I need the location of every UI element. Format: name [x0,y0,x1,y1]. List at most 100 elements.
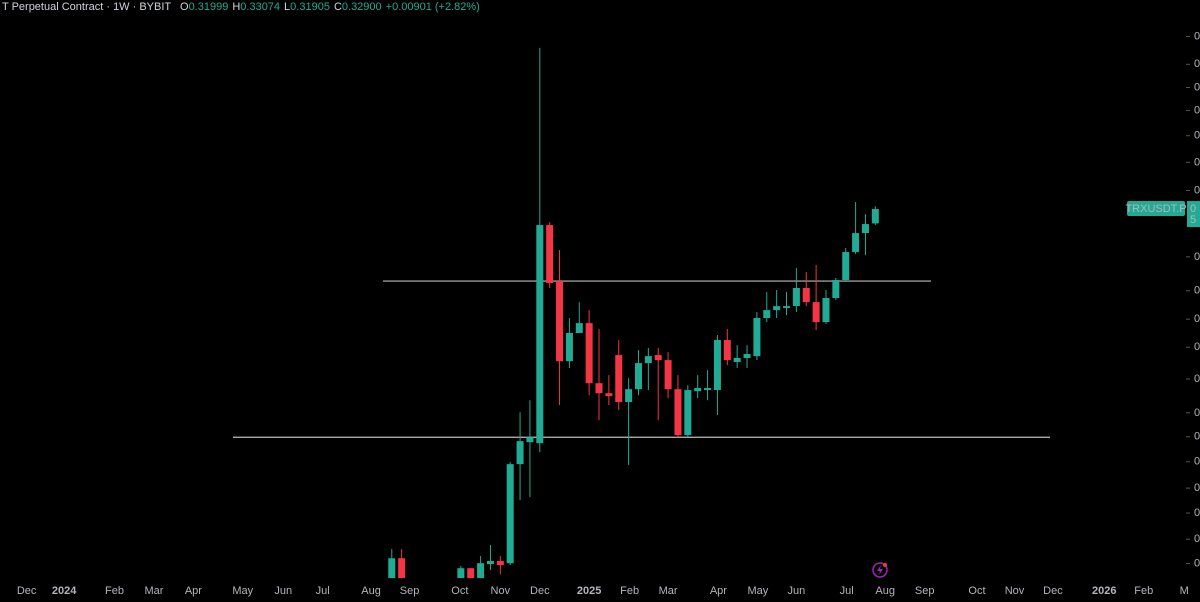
candle-body [733,358,741,363]
y-tick-label: 0 [1194,81,1200,93]
y-tick-label: 0 [1194,104,1200,116]
ohlc-value: 0.33074 [240,1,280,13]
candle-body [822,298,830,323]
x-tick-label: Jun [274,585,292,597]
y-tick-label: 0 [1194,285,1200,297]
x-tick-label: Dec [1043,585,1063,597]
x-tick-label: Feb [1134,585,1153,597]
candle-body [723,340,731,361]
candle-body [743,354,751,359]
chart-header: T Perpetual Contract · 1W · BYBIT O0.319… [2,1,480,13]
candle-body [457,568,465,579]
price-tag-value: 0 [1190,203,1196,215]
ohlc-label: C [334,1,342,13]
x-tick-label: 2025 [577,585,601,597]
y-tick-label: 0 [1194,431,1200,443]
candle-body [585,323,593,384]
y-tick-label: 0 [1194,313,1200,325]
x-tick-label: Apr [710,585,727,597]
candle-body [615,355,623,403]
x-tick-label: Sep [915,585,935,597]
x-tick-label: Aug [875,585,895,597]
y-tick-label: 0 [1194,373,1200,385]
x-tick-label: 2026 [1092,585,1116,597]
price-tag-box [1127,201,1185,217]
candle-body [674,389,682,436]
candle-body [625,389,633,403]
x-tick-label: May [748,585,769,597]
y-tick-label: 0 [1194,58,1200,70]
candle-body [536,225,544,444]
candle-body [861,224,869,234]
ohlc-value: 0.32900 [342,1,382,13]
candle-body [526,437,534,443]
symbol: T Perpetual Contract · 1W · BYBIT [2,1,171,13]
candle-body [871,209,879,224]
candle-body [832,279,840,299]
candle-body [398,558,406,579]
candle-body [763,310,771,319]
candle-body [644,356,652,364]
y-tick-label: 0 [1194,507,1200,519]
candle-body [704,388,712,391]
candle-body [654,355,662,361]
candle-body [506,464,514,564]
x-tick-label: Oct [968,585,985,597]
x-tick-label: May [232,585,253,597]
candle-body [753,318,761,357]
candle-body [486,561,494,565]
candle-body [595,383,603,394]
x-tick-label: Sep [400,585,420,597]
candle-body [684,390,692,436]
x-tick-label: Oct [451,585,468,597]
x-tick-label: Nov [1005,585,1025,597]
x-tick-label: M [1180,585,1189,597]
candle-body [565,333,573,362]
price-tag-name: TRXUSDT.P [1125,203,1186,215]
y-tick-label: 0 [1194,407,1200,419]
candle-body [802,288,810,303]
candle-body [842,252,850,280]
x-tick-label: Nov [491,585,511,597]
y-tick-label: 0 [1194,184,1200,196]
y-tick-label: 0 [1194,456,1200,468]
candle-body [792,288,800,307]
candle-body [477,563,485,579]
y-tick-label: 0 [1194,341,1200,353]
x-tick-label: 2024 [52,585,77,597]
x-tick-label: Jul [316,585,330,597]
x-tick-label: Jul [840,585,854,597]
x-tick-label: Mar [144,585,163,597]
x-tick-label: Aug [361,585,381,597]
x-tick-label: Feb [620,585,639,597]
y-tick-label: 0 [1194,156,1200,168]
candle-body [388,558,396,579]
x-tick-label: Dec [17,585,37,597]
alert-icon[interactable] [872,562,888,578]
ohlc-label: L [284,1,290,13]
ohlc-value: 0.31999 [189,1,229,13]
candle-body [694,388,702,392]
candle-body [496,561,504,566]
y-tick-label: 0 [1194,30,1200,42]
y-tick-label: 0 [1194,557,1200,569]
x-tick-label: Feb [105,585,124,597]
candle-body [516,441,524,465]
x-tick-label: Jun [788,585,806,597]
candle-body [634,363,642,390]
candle-body [773,306,781,311]
candle-body [546,225,554,284]
y-tick-label: 0 [1194,130,1200,142]
y-tick-label: 0 [1194,482,1200,494]
change: +0.00901 (+2.82%) [386,1,480,13]
price-tag-value: 5 [1190,214,1196,226]
candle-body [575,323,583,334]
y-tick-label: 0 [1194,533,1200,545]
y-tick-label: 0 [1194,251,1200,263]
x-tick-label: Mar [659,585,678,597]
x-tick-label: Dec [530,585,550,597]
ohlc-label: H [232,1,240,13]
candle-body [605,393,613,397]
